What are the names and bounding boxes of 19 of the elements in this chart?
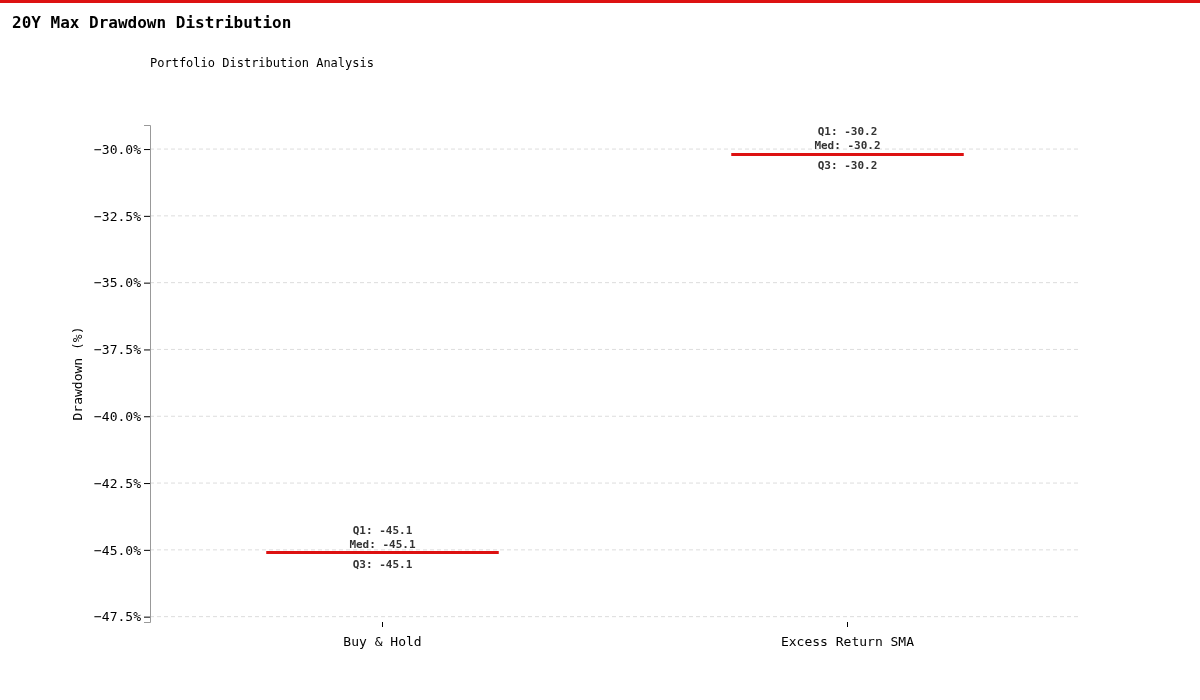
y-tick-label: −40.0%	[94, 408, 142, 424]
y-tick-label: −35.0%	[94, 275, 142, 291]
annotation: Q1: -45.1	[352, 523, 413, 537]
y-axis-title: Drawdown (%)	[70, 326, 85, 421]
annotation: Q3: -30.2	[817, 159, 878, 173]
y-tick-label: −37.5%	[94, 342, 142, 358]
annotation: Q3: -45.1	[352, 557, 413, 571]
chart-title: 20Y Max Drawdown Distribution	[12, 13, 292, 32]
x-tick-label: Buy & Hold	[343, 633, 422, 649]
annotation: Med: -45.1	[349, 537, 416, 551]
annotation: Med: -30.2	[814, 139, 881, 153]
y-tick-label: −42.5%	[94, 475, 142, 491]
y-tick-label: −47.5%	[94, 609, 142, 625]
y-tick-label: −32.5%	[94, 208, 142, 224]
x-tick-label: Excess Return SMA	[780, 633, 915, 649]
y-tick-label: −30.0%	[94, 141, 142, 157]
annotation: Q1: -30.2	[817, 125, 878, 139]
y-tick-label: −45.0%	[94, 542, 142, 558]
chart-subtitle: Portfolio Distribution Analysis	[150, 56, 374, 70]
